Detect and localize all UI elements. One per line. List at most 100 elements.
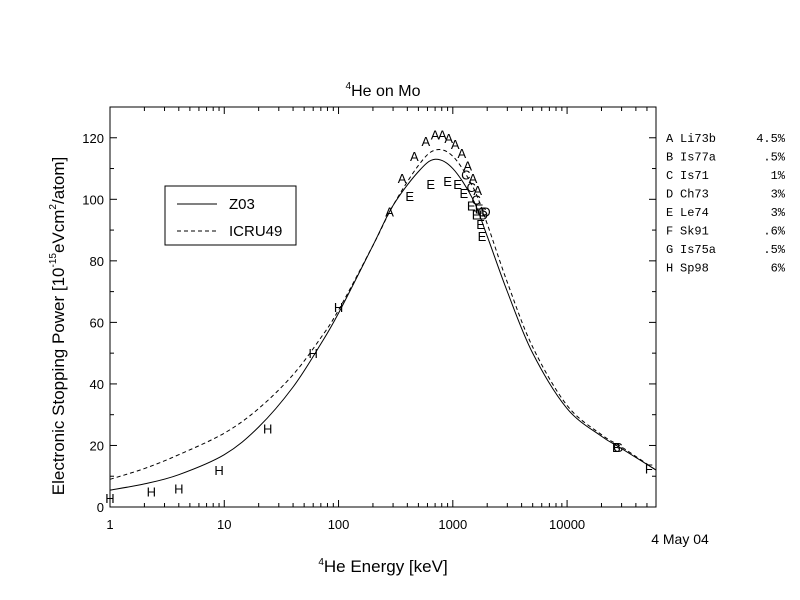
- data-point-a: A: [438, 128, 447, 143]
- dataset-letter: G: [666, 243, 673, 257]
- dataset-error: 3%: [771, 206, 786, 220]
- chart-title-sup: 4: [346, 81, 352, 92]
- series-line-icru49: [109, 149, 657, 480]
- dataset-error: .5%: [763, 243, 785, 257]
- data-point-d: D: [479, 208, 488, 223]
- x-axis-label-sup: 4: [318, 557, 324, 568]
- data-point-c: C: [461, 168, 470, 183]
- plot-frame: [109, 106, 657, 508]
- y-axis-label-sup2: 2: [48, 204, 59, 210]
- y-axis-label-part2: eVcm: [49, 210, 68, 253]
- dataset-ref: Is71: [680, 169, 709, 183]
- x-tick-label: 10: [217, 517, 231, 532]
- dataset-ref: Li73b: [680, 132, 716, 146]
- dataset-letter: B: [666, 151, 673, 165]
- dataset-ref: Sp98: [680, 262, 709, 276]
- y-tick-label: 60: [90, 315, 104, 330]
- axis-ticks: 1 10 100 1000 10000 0 20 40 60 80 100 120: [82, 106, 657, 532]
- x-tick-label: 1: [106, 517, 113, 532]
- data-point-f: F: [645, 462, 653, 477]
- chart-title: 4He on Mo: [346, 81, 421, 100]
- data-point-a: A: [431, 128, 440, 143]
- data-point-a: A: [469, 171, 478, 186]
- date-note: 4 May 04: [651, 531, 709, 547]
- dataset-letter: D: [666, 188, 673, 202]
- data-point-a: A: [444, 131, 453, 146]
- dataset-error: .5%: [763, 151, 785, 165]
- dataset-error: 3%: [771, 188, 786, 202]
- dataset-error: 1%: [771, 169, 786, 183]
- data-point-e: E: [460, 186, 469, 201]
- chart-title-text: He on Mo: [351, 83, 420, 100]
- data-point-b: B: [612, 440, 621, 455]
- data-point-a: A: [410, 149, 419, 164]
- data-point-h: H: [334, 300, 343, 315]
- data-point-e: E: [405, 189, 414, 204]
- data-point-a: A: [421, 134, 430, 149]
- data-point-e: E: [472, 208, 481, 223]
- legend-label-icru49: ICRU49: [229, 223, 282, 240]
- y-axis-label: Electronic Stopping Power [10-15eVcm2/at…: [48, 157, 68, 495]
- series-curves: [109, 149, 657, 491]
- y-tick-label: 100: [82, 192, 104, 207]
- dataset-ref: Ch73: [680, 188, 709, 202]
- dataset-letter: F: [666, 225, 673, 239]
- data-point-h: H: [105, 491, 114, 506]
- y-tick-label: 0: [97, 500, 104, 515]
- dataset-letter: H: [666, 262, 673, 276]
- data-point-e: E: [467, 198, 476, 213]
- data-point-a: A: [463, 158, 472, 173]
- y-axis-label-part1: Electronic Stopping Power [10: [49, 267, 68, 495]
- series-legend: Z03 ICRU49: [164, 185, 297, 246]
- y-tick-label: 20: [90, 438, 104, 453]
- data-point-e: E: [475, 202, 484, 217]
- data-point-e: E: [478, 229, 487, 244]
- dataset-ref: Sk91: [680, 225, 709, 239]
- data-point-c: C: [471, 192, 480, 207]
- y-tick-label: 80: [90, 254, 104, 269]
- x-tick-label: 10000: [549, 517, 585, 532]
- data-point-e: E: [426, 177, 435, 192]
- dataset-letter: C: [666, 169, 673, 183]
- data-point-h: H: [174, 482, 183, 497]
- data-point-e: E: [453, 177, 462, 192]
- data-point-e: E: [476, 217, 485, 232]
- legend-label-z03: Z03: [229, 196, 255, 213]
- data-point-h: H: [147, 485, 156, 500]
- dataset-ref: Is77a: [680, 151, 716, 165]
- data-point-h: H: [308, 346, 317, 361]
- data-point-g: G: [613, 440, 623, 455]
- y-axis-label-part3: /atom]: [49, 157, 68, 204]
- dataset-ref: Is75a: [680, 243, 716, 257]
- series-line-z03: [109, 158, 657, 491]
- data-point-h: H: [214, 463, 223, 478]
- dataset-letter: E: [666, 206, 673, 220]
- dataset-letter: A: [666, 132, 674, 146]
- y-tick-label: 120: [82, 131, 104, 146]
- x-axis-label: 4He Energy [keV]: [318, 557, 447, 576]
- x-tick-label: 1000: [438, 517, 467, 532]
- data-point-c: C: [477, 205, 486, 220]
- dataset-error: 6%: [771, 262, 786, 276]
- dataset-ref: Le74: [680, 206, 709, 220]
- dataset-legend: A Li73b 4.5% B Is77a .5% C Is71 1% D Ch73 3% E Le74 3%…: [666, 132, 786, 276]
- data-point-e: E: [443, 174, 452, 189]
- data-point-d: D: [481, 205, 490, 220]
- data-point-a: A: [385, 205, 394, 220]
- x-tick-label: 100: [328, 517, 350, 532]
- dataset-error: .6%: [763, 225, 785, 239]
- y-axis-label-sup1: -15: [48, 253, 59, 268]
- y-tick-label: 40: [90, 377, 104, 392]
- data-point-h: H: [263, 422, 272, 437]
- data-point-c: C: [467, 180, 476, 195]
- series-legend-box: [164, 185, 297, 246]
- data-point-a: A: [473, 183, 482, 198]
- dataset-error: 4.5%: [756, 132, 786, 146]
- x-axis-label-text: He Energy [keV]: [324, 557, 448, 576]
- data-point-a: A: [398, 171, 407, 186]
- data-point-a: A: [451, 137, 460, 152]
- data-point-a: A: [458, 146, 467, 161]
